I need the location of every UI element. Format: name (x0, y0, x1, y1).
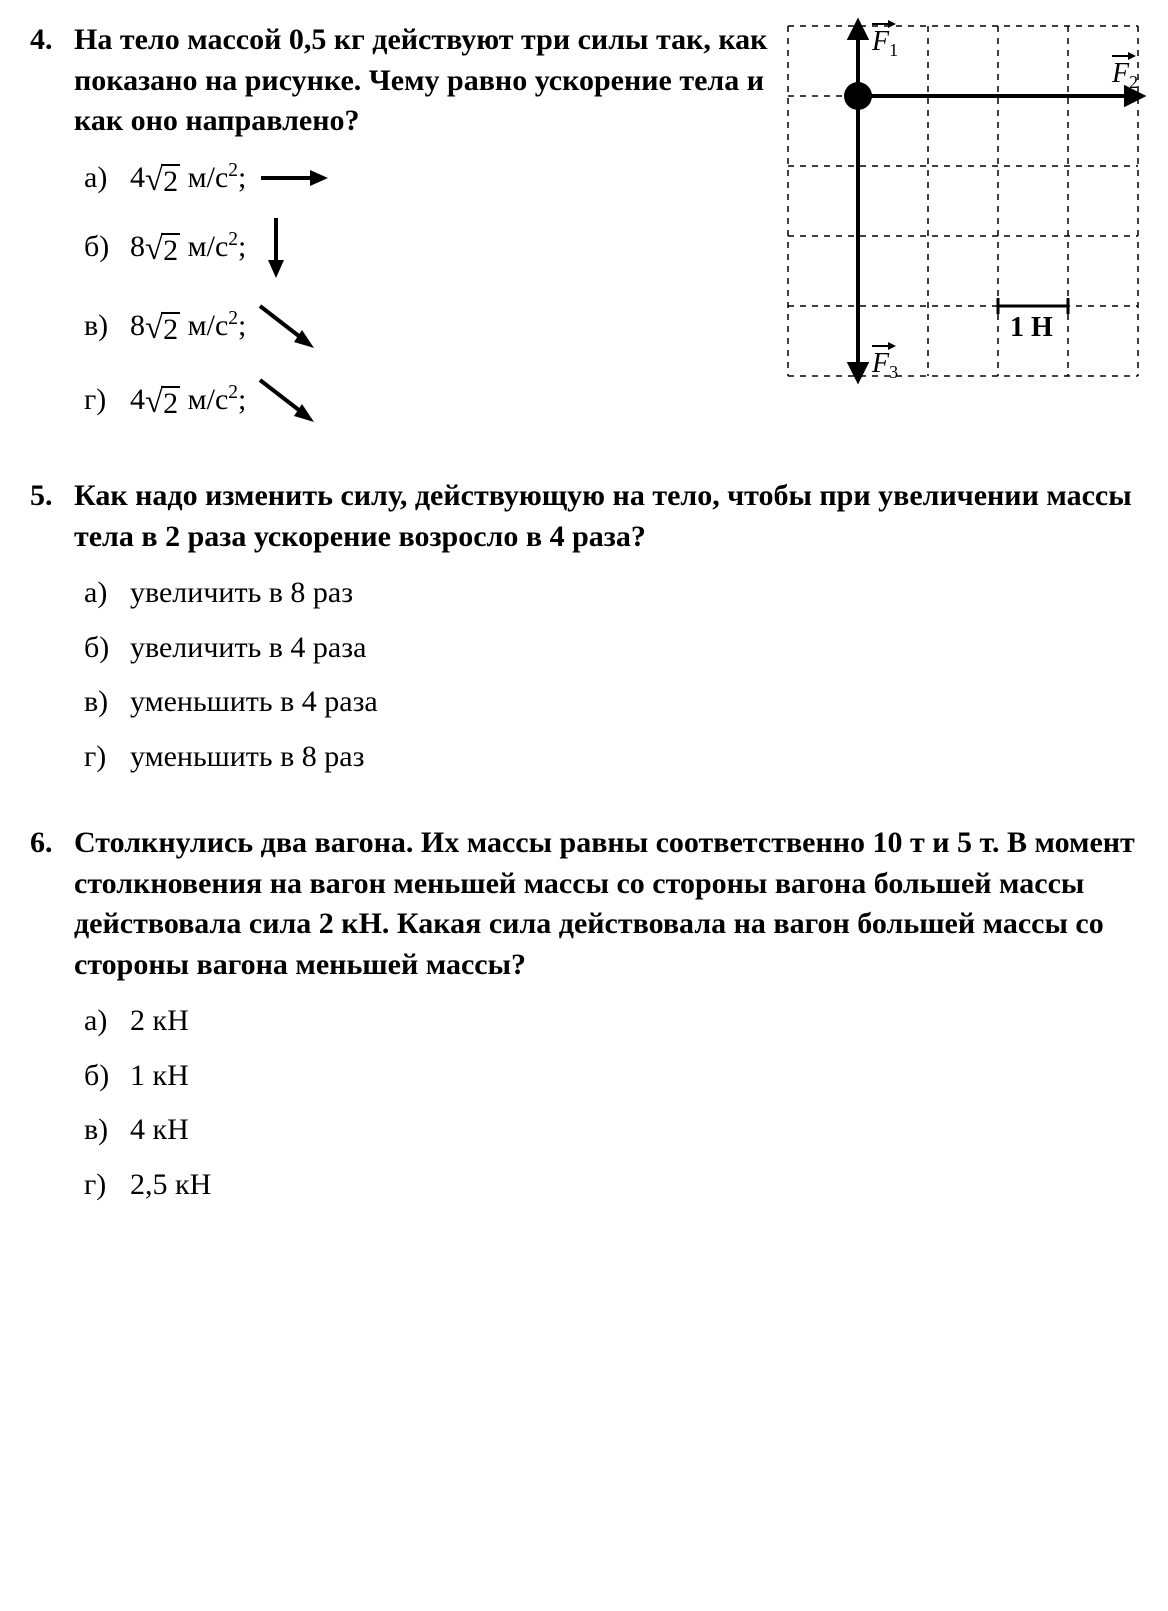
problem-stem: Столкнулись два вагона. Их массы равны с… (74, 823, 1138, 985)
option-a: а) увеличить в 8 раз (84, 573, 1138, 614)
force-f3-arrow (850, 96, 866, 380)
tail: ; (238, 309, 246, 342)
option-c: в) 4 кН (84, 1110, 1138, 1151)
option-value: 4√2 м/с2; (130, 158, 246, 199)
option-letter: б) (84, 1056, 130, 1097)
unit-sup: 2 (228, 160, 238, 181)
direction-arrow-diagonal (246, 370, 326, 430)
sqrt-body: 2 (161, 164, 180, 198)
problem-number: 5. (30, 476, 74, 517)
option-text: 2 кН (130, 1001, 189, 1042)
option-letter: в) (84, 306, 130, 347)
unit-sup: 2 (228, 382, 238, 403)
value-prefix: 4 (130, 383, 145, 416)
unit-sup: 2 (228, 229, 238, 250)
option-letter: а) (84, 573, 130, 614)
problem-number: 6. (30, 823, 74, 864)
option-letter: б) (84, 227, 130, 268)
unit: м/с (180, 309, 228, 342)
option-letter: г) (84, 1165, 130, 1206)
force-f2-arrow (858, 88, 1142, 104)
problem-4: F1 F2 F3 1 Н 4. На тело (30, 20, 1138, 444)
problem-number: 4. (30, 20, 74, 61)
options-list: а) 2 кН б) 1 кН в) 4 кН г) 2,5 кН (74, 1001, 1138, 1205)
options-list: а) увеличить в 8 раз б) увеличить в 4 ра… (74, 573, 1138, 777)
problem-6: 6. Столкнулись два вагона. Их массы равн… (30, 823, 1138, 1219)
option-text: 1 кН (130, 1056, 189, 1097)
direction-arrow-right (246, 158, 336, 198)
sqrt-body: 2 (161, 233, 180, 267)
force-diagram: F1 F2 F3 1 Н (778, 16, 1148, 398)
tail: ; (238, 383, 246, 416)
unit: м/с (180, 383, 228, 416)
option-a: а) 2 кН (84, 1001, 1138, 1042)
value-prefix: 8 (130, 230, 145, 263)
tail: ; (238, 230, 246, 263)
force-diagram-svg: F1 F2 F3 1 Н (778, 16, 1148, 386)
option-letter: б) (84, 628, 130, 669)
svg-text:F1: F1 (871, 26, 898, 60)
option-c: в) уменьшить в 4 раза (84, 682, 1138, 723)
option-letter: а) (84, 1001, 130, 1042)
sqrt-body: 2 (161, 386, 180, 420)
unit: м/с (180, 161, 228, 194)
unit: м/с (180, 230, 228, 263)
option-value: 8√2 м/с2; (130, 227, 246, 268)
option-letter: в) (84, 1110, 130, 1151)
option-b: б) 1 кН (84, 1056, 1138, 1097)
value-prefix: 4 (130, 161, 145, 194)
option-b: б) увеличить в 4 раза (84, 628, 1138, 669)
problem-stem: На тело массой 0,5 кг действуют три силы… (74, 20, 774, 142)
option-text: увеличить в 8 раз (130, 573, 353, 614)
tail: ; (238, 161, 246, 194)
direction-arrow-diagonal (246, 296, 326, 356)
option-text: 2,5 кН (130, 1165, 211, 1206)
problem-stem: Как надо изменить силу, действующую на т… (74, 476, 1138, 557)
svg-text:F3: F3 (871, 348, 898, 382)
unit-sup: 2 (228, 308, 238, 329)
direction-arrow-down (246, 212, 306, 282)
problem-5: 5. Как надо изменить силу, действующую н… (30, 476, 1138, 791)
option-d: г) уменьшить в 8 раз (84, 737, 1138, 778)
option-text: увеличить в 4 раза (130, 628, 366, 669)
scale-label: 1 Н (1010, 312, 1053, 343)
option-text: уменьшить в 8 раз (130, 737, 364, 778)
option-text: уменьшить в 4 раза (130, 682, 378, 723)
option-letter: г) (84, 737, 130, 778)
option-value: 4√2 м/с2; (130, 380, 246, 421)
svg-text:F2: F2 (1111, 58, 1138, 92)
sqrt-body: 2 (161, 312, 180, 346)
option-d: г) 2,5 кН (84, 1165, 1138, 1206)
option-letter: а) (84, 158, 130, 199)
option-text: 4 кН (130, 1110, 189, 1151)
option-value: 8√2 м/с2; (130, 306, 246, 347)
force-labels: F1 F2 F3 (871, 20, 1138, 382)
option-letter: г) (84, 380, 130, 421)
option-letter: в) (84, 682, 130, 723)
value-prefix: 8 (130, 309, 145, 342)
